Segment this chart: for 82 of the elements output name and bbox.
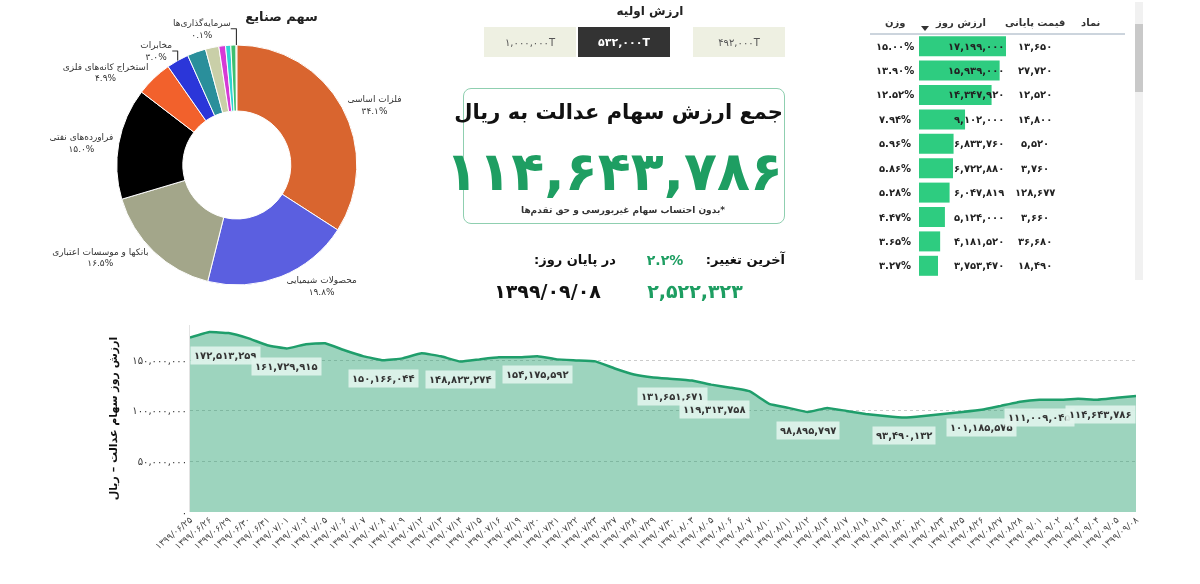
text: ۲.۲% xyxy=(645,252,685,268)
y-axis-title: ارزش روز سهام عدالت – ریال xyxy=(106,336,120,501)
text: ارزش اولیه xyxy=(615,4,685,18)
data-label: ۱۵۴,۱۷۵,۵۹۲ xyxy=(506,369,569,380)
text: ۱۸,۴۹۰ xyxy=(1018,260,1053,271)
text: ۱۳,۶۵۰ xyxy=(1018,41,1053,52)
data-label: ۱۱۹,۳۱۳,۷۵۸ xyxy=(683,404,746,415)
text: *بدون احتساب سهام غیربورسی و حق تقدم‌ها xyxy=(520,205,726,215)
text: ارزش روز xyxy=(935,17,986,29)
slice-label: فراورده‌های نفتی xyxy=(49,132,114,143)
data-label: ۱۵.۰% xyxy=(68,143,95,154)
data-label: ۴,۱۸۱,۵۲۰ xyxy=(954,236,1005,247)
slice-label: سرمایه‌گذاری‌ها xyxy=(172,17,231,29)
data-label: ۵,۱۲۴,۰۰۰ xyxy=(954,212,1005,223)
text: ۱۲.۵۲% xyxy=(876,89,915,100)
text: ۱۲,۵۲۰ xyxy=(1018,89,1053,100)
text: ۱۴,۸۰۰ xyxy=(1018,114,1053,125)
text: ۱۳.۹۰% xyxy=(876,65,915,76)
data-label: ۳۴.۱% xyxy=(361,105,388,116)
data-label: ۱۶۱,۷۲۹,۹۱۵ xyxy=(255,361,318,372)
bar xyxy=(919,207,945,227)
bar xyxy=(919,36,1006,57)
text: ۳,۷۶۰ xyxy=(1021,163,1050,174)
data-label: ۱۹.۸% xyxy=(308,286,336,297)
slice-label: فلزات اساسی xyxy=(347,94,402,105)
data-label: ۳.۰% xyxy=(145,51,168,62)
text: ۵.۲۸% xyxy=(879,187,912,198)
y-tick-label: ۵۰,۰۰۰,۰۰۰ xyxy=(137,455,187,467)
text: آخرین تغییر: xyxy=(705,252,785,267)
text: ۵,۵۲۰ xyxy=(1021,138,1050,149)
data-label: ۶,۰۴۷,۸۱۹ xyxy=(954,187,1005,198)
text: ۲۷,۷۲۰ xyxy=(1018,65,1053,76)
bar xyxy=(919,133,954,154)
text: ۱۲۸,۶۷۷ xyxy=(1015,187,1056,198)
text: ۷.۹۴% xyxy=(879,114,912,125)
chart-title: سهم صنایع xyxy=(245,9,318,25)
text: قیمت پایانی xyxy=(1005,17,1066,29)
bar xyxy=(919,182,950,203)
data-label: ۱۷,۱۹۹,۰۰۰ xyxy=(948,41,1005,52)
data-label: ۱۰۱,۱۸۵,۵۷۵ xyxy=(950,422,1013,433)
text: در پایان روز: xyxy=(532,252,618,267)
text: ۴۹۲,۰۰۰T xyxy=(693,27,785,57)
text: ۳.۲۷% xyxy=(879,260,912,271)
data-label: ۶,۸۳۳,۷۶۰ xyxy=(954,138,1005,149)
text: جمع ارزش سهام عدالت به ریال xyxy=(454,100,783,124)
data-label: ۱۱۱,۰۰۹,۰۴۵ xyxy=(1008,412,1071,423)
data-label: ۴.۹% xyxy=(94,73,117,84)
text: ۵.۸۶% xyxy=(879,163,912,174)
slice-label: استخراج کانه‌های فلزی xyxy=(62,61,149,72)
text: ۲,۵۲۲,۳۲۳ xyxy=(646,280,744,302)
text: ۱۵.۰۰% xyxy=(876,41,915,52)
y-tick-label: ۱۰۰,۰۰۰,۰۰۰ xyxy=(132,405,187,417)
text: ۵۳۲,۰۰۰T xyxy=(578,27,670,57)
text: ۳۶,۶۸۰ xyxy=(1018,236,1053,247)
slice-label: محصولات شیمیایی xyxy=(286,275,358,286)
data-label: ۹۸,۸۹۵,۷۹۷ xyxy=(780,425,837,436)
y-tick-label: ۰ xyxy=(181,506,187,518)
bar xyxy=(919,231,941,252)
slice-label: مخابرات xyxy=(140,40,173,51)
y-tick-label: ۱۵۰,۰۰۰,۰۰۰ xyxy=(132,354,187,366)
data-label: ۹۳,۴۹۰,۱۳۲ xyxy=(876,430,933,441)
data-label: ۱۱۴,۶۴۳,۷۸۶ xyxy=(1069,409,1132,420)
bar xyxy=(919,255,938,276)
text: نماد xyxy=(1081,17,1101,28)
text: ۱۱۴,۶۴۳,۷۸۶ xyxy=(445,140,783,203)
text: ۱۳۹۹/۰۹/۰۸ xyxy=(493,280,602,302)
data-label: ۰.۱% xyxy=(191,30,213,41)
data-label: ۱۳۱,۶۵۱,۶۷۱ xyxy=(641,391,704,402)
text: ۳,۶۶۰ xyxy=(1021,212,1050,223)
data-label: ۱۷۲,۵۱۳,۲۵۹ xyxy=(194,350,257,361)
data-label: ۳,۷۵۳,۴۷۰ xyxy=(954,260,1005,271)
data-label: ۱۵۰,۱۶۶,۰۴۴ xyxy=(352,373,415,384)
bar xyxy=(919,158,954,179)
data-label: ۱۴۸,۸۲۳,۲۷۴ xyxy=(429,374,492,385)
slice-label: بانکها و موسسات اعتباری xyxy=(52,246,149,257)
text: وزن xyxy=(885,17,906,29)
text: ۱,۰۰۰,۰۰۰T xyxy=(484,27,576,57)
text: ۵.۹۶% xyxy=(879,138,912,149)
text: ۳.۶۵% xyxy=(879,236,912,247)
text: ۴.۴۷% xyxy=(879,212,912,223)
data-label: ۱۶.۵% xyxy=(87,258,114,269)
data-label: ۶,۷۲۲,۸۸۰ xyxy=(954,163,1005,174)
